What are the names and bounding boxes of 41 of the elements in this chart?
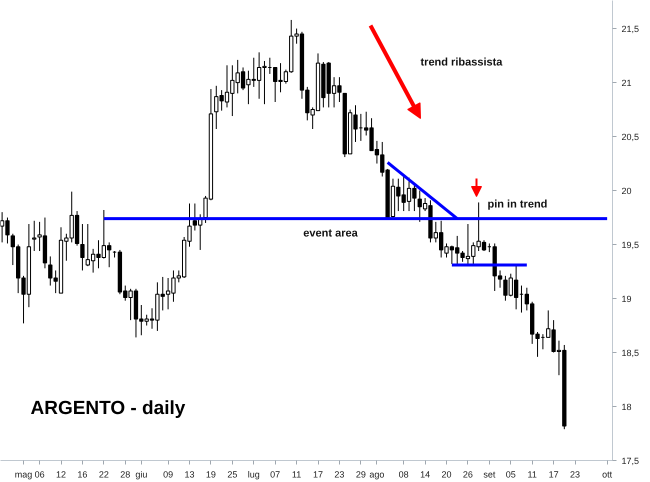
y-tick-label: 19 — [622, 294, 632, 304]
x-tick-label: 26 — [462, 470, 473, 480]
x-tick-label: mag — [14, 470, 32, 480]
x-tick-label: 29 — [356, 470, 366, 480]
x-tick-label: set — [483, 470, 496, 480]
x-tick-label: 08 — [398, 470, 409, 480]
x-tick-label: 05 — [506, 470, 516, 480]
annotation: trend ribassista — [420, 56, 504, 68]
x-tick-label: 09 — [163, 470, 174, 480]
x-tick-label: 17 — [548, 470, 559, 480]
y-tick-label: 19,5 — [622, 240, 640, 250]
x-tick-label: 25 — [227, 470, 238, 480]
x-tick-label: 14 — [420, 470, 430, 480]
x-tick-label: 07 — [270, 470, 280, 480]
annotation: event area — [303, 228, 359, 240]
y-tick-label: 18 — [622, 402, 632, 412]
x-tick-label: 22 — [98, 470, 109, 480]
text: ARGENTO - daily — [30, 398, 186, 419]
x-tick-label: 06 — [34, 470, 45, 480]
x-tick-label: ago — [369, 470, 384, 480]
x-tick-label: giu — [135, 470, 148, 480]
x-tick-label: 19 — [206, 470, 216, 480]
x-tick-label: ott — [602, 470, 613, 480]
x-tick-label: 20 — [442, 470, 452, 480]
x-tick-label: 11 — [292, 470, 302, 480]
x-tick-label: 11 — [528, 470, 537, 480]
y-tick-label: 20,5 — [622, 132, 640, 142]
x-tick-label: 12 — [56, 470, 66, 480]
x-tick-label: 23 — [334, 470, 344, 480]
y-tick-label: 21 — [622, 78, 632, 88]
y-tick-label: 20 — [622, 186, 632, 196]
y-tick-label: 17,5 — [622, 456, 640, 466]
x-tick-label: 17 — [313, 470, 324, 480]
x-tick-label: lug — [248, 470, 260, 480]
x-tick-label: 13 — [184, 470, 195, 480]
x-tick-label: 28 — [120, 470, 130, 480]
y-tick-label: 18,5 — [622, 348, 640, 358]
x-tick-label: 16 — [77, 470, 88, 480]
annotation: pin in trend — [488, 198, 548, 210]
y-tick-label: 21,5 — [622, 24, 640, 34]
x-tick-label: 23 — [570, 470, 580, 480]
